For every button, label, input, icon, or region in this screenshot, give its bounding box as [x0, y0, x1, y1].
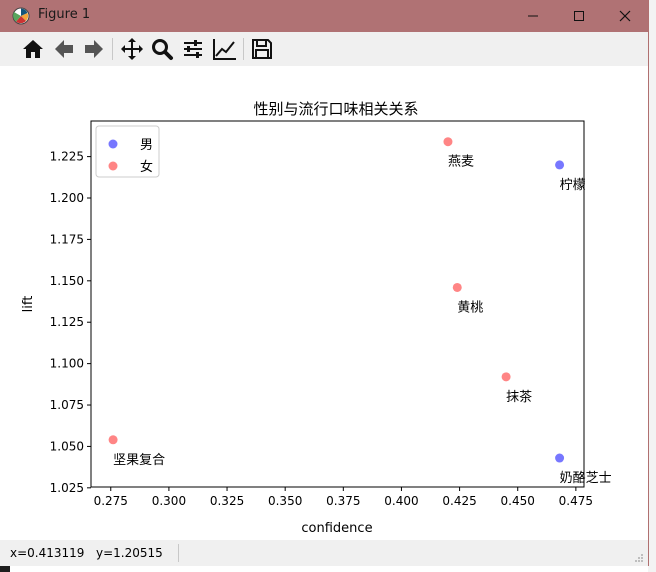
y-tick-label: 1.025 [50, 481, 84, 495]
y-tick-label: 1.150 [50, 274, 84, 288]
y-axis: 1.025 1.050 1.075 1.100 1.125 1.150 1.175 1.200… [50, 150, 91, 495]
x-tick-label: 0.475 [559, 494, 593, 508]
matplotlib-logo-icon [12, 7, 30, 25]
edit-axes-icon [213, 39, 236, 60]
home-button[interactable] [19, 35, 47, 63]
x-tick-label: 0.425 [442, 494, 476, 508]
edit-axes-button[interactable] [211, 35, 239, 63]
y-tick-label: 1.200 [50, 191, 84, 205]
x-tick-label: 0.350 [268, 494, 302, 508]
toolbar-separator [243, 38, 244, 60]
toolbar-separator [112, 38, 113, 60]
minimize-button[interactable] [510, 0, 556, 32]
y-tick-label: 1.125 [50, 315, 84, 329]
y-tick-label: 1.050 [50, 439, 84, 453]
close-icon [619, 10, 631, 22]
figure-canvas[interactable]: 性别与流行口味相关关系 0.275 0.300 0.325 0.350 0.375 0.4… [0, 66, 648, 540]
save-button[interactable] [248, 35, 276, 63]
navigation-toolbar [0, 32, 648, 66]
forward-button[interactable] [80, 35, 108, 63]
data-point [555, 453, 565, 463]
cursor-x-readout: x=0.413119 [10, 546, 85, 560]
y-tick-label: 1.225 [50, 150, 84, 164]
resize-grip-icon[interactable] [634, 553, 644, 563]
title-bar[interactable]: Figure 1 [0, 0, 648, 32]
close-button[interactable] [602, 0, 648, 32]
data-point [443, 137, 453, 147]
plot-area-frame [90, 120, 585, 488]
save-icon [252, 39, 272, 59]
point-label: 奶酪芝士 [560, 470, 612, 486]
back-icon [55, 40, 73, 58]
x-tick-label: 0.275 [94, 494, 128, 508]
window-title: Figure 1 [38, 7, 91, 22]
forward-icon [85, 40, 103, 58]
minimize-icon [528, 15, 538, 17]
x-axis-label: confidence [301, 521, 372, 536]
back-button[interactable] [50, 35, 78, 63]
cursor-y-readout: y=1.20515 [96, 546, 163, 560]
x-tick-label: 0.300 [152, 494, 186, 508]
point-label: 柠檬 [560, 178, 586, 193]
maximize-icon [574, 11, 584, 21]
chart-title: 性别与流行口味相关关系 [253, 100, 418, 118]
data-point [452, 282, 462, 292]
status-bar: x=0.413119 y=1.20515 [0, 540, 648, 566]
pan-icon [121, 38, 143, 60]
point-label: 坚果复合 [113, 453, 165, 468]
legend-label: 女 [140, 159, 153, 175]
background-editor-right [648, 0, 656, 572]
data-point [501, 372, 511, 382]
pan-button[interactable] [118, 35, 146, 63]
x-tick-label: 0.325 [210, 494, 244, 508]
y-tick-label: 1.100 [50, 357, 84, 371]
x-tick-label: 0.400 [384, 494, 418, 508]
data-point [555, 160, 565, 170]
legend: 男女 [95, 125, 160, 178]
home-icon [23, 40, 43, 58]
point-label: 抹茶 [506, 389, 532, 405]
x-tick-label: 0.450 [501, 494, 535, 508]
figure-window: Figure 1 [0, 0, 649, 566]
maximize-button[interactable] [556, 0, 602, 32]
y-axis-label: lift [21, 296, 36, 313]
point-label: 黄桃 [457, 300, 483, 315]
configure-subplots-icon [184, 40, 202, 58]
legend-marker [108, 139, 118, 149]
x-axis: 0.275 0.300 0.325 0.350 0.375 0.400 0.425 0.450… [94, 487, 593, 508]
legend-label: 男 [140, 138, 153, 153]
y-tick-label: 1.175 [50, 232, 84, 246]
zoom-button[interactable] [148, 35, 176, 63]
zoom-icon [152, 39, 173, 60]
x-tick-label: 0.375 [326, 494, 360, 508]
configure-subplots-button[interactable] [179, 35, 207, 63]
y-tick-label: 1.075 [50, 398, 84, 412]
data-point [108, 435, 118, 445]
legend-marker [108, 161, 118, 171]
status-divider [178, 544, 179, 562]
point-label: 燕麦 [448, 155, 474, 170]
scatter-chart: 性别与流行口味相关关系 0.275 0.300 0.325 0.350 0.375 0.4… [21, 100, 612, 536]
